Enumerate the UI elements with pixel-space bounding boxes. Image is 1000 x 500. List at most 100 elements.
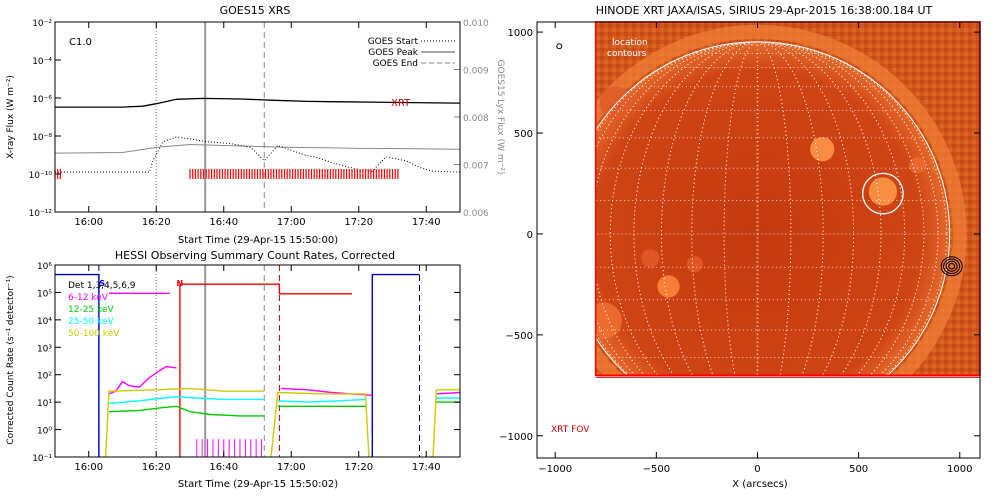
legend-50-100-kev: 50-100 keV (68, 329, 120, 339)
goes-x-tick-label: 16:40 (209, 217, 238, 228)
xrt-x-tick-label: −500 (643, 464, 670, 475)
goes-y2-tick-label: 0.010 (463, 19, 489, 29)
goes-y-tick-label: 10⁻¹² (29, 209, 53, 219)
hessi-y-tick-label: 10² (37, 372, 52, 382)
hessi-series-line (270, 391, 370, 458)
goes-panel: GOES15 XRS 16:00 16:20 16:40 17:00 17:20 17:4… (6, 4, 505, 246)
xrt-contour (943, 258, 961, 274)
hessi-plot-area: S N 16:00 16:20 16:40 17:00 17:20 17:40 10⁻¹ 10⁰ 1… (32, 262, 461, 473)
hessi-y-axis-label: Corrected Count Rate (s⁻¹ detector⁻¹) (6, 275, 16, 444)
goes-x-tick-label: 16:00 (74, 217, 103, 228)
xrt-image (595, 22, 980, 376)
hessi-x-axis-label: Start Time (29-Apr-15 15:50:02) (178, 479, 338, 490)
xrt-bright-region (868, 177, 898, 206)
xrt-bright-region (599, 86, 633, 119)
xrt-fov-label: XRT FOV (551, 425, 590, 435)
xrt-limb-glow (595, 24, 967, 376)
hessi-series-line (432, 389, 460, 458)
xrt-bright-region (657, 275, 680, 298)
hessi-series-line (179, 283, 352, 457)
xrt-x-axis-label: X (arcsecs) (732, 479, 788, 490)
xrt-y-tick-label: 1000 (508, 28, 533, 39)
xrt-x-tick-label: 0 (754, 464, 760, 475)
goes-y-tick-label: 10⁻⁸ (32, 133, 52, 143)
xrt-y-tick-label: −1000 (499, 432, 533, 443)
goes-y-tick-label: 10⁻² (32, 19, 52, 29)
xrt-x-tick-label: 500 (849, 464, 868, 475)
hessi-x-tick-label: 17:40 (412, 462, 441, 473)
goes-y-tick-label: 10⁻⁶ (32, 95, 52, 105)
xrt-contours-label: contours (607, 49, 647, 59)
goes-x-tick-label: 17:40 (412, 217, 441, 228)
goes-series-line (55, 97, 461, 108)
goes-x-axis-label: Start Time (29-Apr-15 15:50:00) (178, 235, 338, 246)
xrt-y-tick-label: −500 (506, 331, 533, 342)
xrt-contour (945, 260, 958, 272)
xrt-bright-region (909, 157, 926, 174)
hessi-y-tick-label: 10¹ (37, 399, 52, 409)
hessi-x-tick-label: 17:00 (277, 462, 306, 473)
xrt-bright-region (810, 137, 835, 162)
hessi-series-line (277, 398, 366, 403)
hessi-x-tick-label: 16:20 (142, 462, 171, 473)
hessi-series-line (436, 391, 461, 395)
hessi-legend: 6-12 keV 12-25 keV 25-50 keV 50-100 keV (68, 293, 120, 339)
xrt-y-tick-label: 0 (527, 230, 533, 241)
xrt-image-area: −1000 −500 0 500 1000 −1000 −500 0 500 1000 (499, 21, 981, 475)
xrt-title: HINODE XRT JAXA/ISAS, SIRIUS 29-Apr-2015… (596, 4, 933, 17)
hessi-x-tick-label: 16:00 (74, 462, 103, 473)
hessi-y-tick-label: 10⁰ (37, 427, 52, 437)
goes-frame (54, 21, 461, 213)
legend-25-50-kev: 25-50 keV (68, 317, 114, 327)
xrt-panel: HINODE XRT JAXA/ISAS, SIRIUS 29-Apr-2015… (499, 4, 981, 490)
xrt-frame (536, 21, 981, 459)
legend-goes-start: GOES Start (368, 37, 419, 47)
goes-y2-tick-label: 0.008 (463, 114, 489, 124)
hessi-detectors: Det 1,3,4,5,6,9 (68, 281, 136, 291)
hessi-y-tick-label: 10⁵ (37, 289, 52, 299)
goes-x-tick-label: 17:20 (344, 217, 373, 228)
xrt-contour (948, 263, 956, 270)
xrt-x-tick-label: 1000 (947, 464, 972, 475)
hessi-flag-label: N (177, 279, 184, 288)
xrt-bright-region (686, 256, 703, 273)
hessi-flag-label: S (99, 279, 105, 288)
goes-title: GOES15 XRS (220, 4, 291, 17)
xrt-location-label: location (612, 38, 648, 48)
hessi-series-line (55, 273, 100, 457)
legend-6-12-kev: 6-12 keV (68, 293, 109, 303)
xrt-heliographic-grid (595, 41, 950, 376)
goes-y2-tick-label: 0.006 (463, 209, 489, 219)
hessi-y-tick-label: 10⁻¹ (32, 454, 52, 464)
goes-y-tick-label: 10⁻⁴ (32, 57, 52, 67)
hessi-y-tick-label: 10³ (37, 344, 52, 354)
legend-goes-peak: GOES Peak (368, 48, 418, 58)
hessi-series-line (108, 405, 265, 417)
goes-y-tick-label: 10⁻¹⁰ (29, 171, 53, 181)
xrt-bright-region (641, 249, 660, 268)
hessi-panel: HESSI Observing Summary Count Rates, Cor… (6, 249, 461, 490)
xrt-location-circle (862, 172, 904, 215)
xrt-longitude-line (756, 41, 759, 376)
xrt-x-tick-label: −1000 (538, 464, 572, 475)
goes-y-axis-label: X-ray Flux (W m⁻²) (6, 75, 16, 159)
hessi-title: HESSI Observing Summary Count Rates, Cor… (115, 249, 395, 262)
hessi-y-tick-label: 10⁶ (37, 262, 52, 272)
legend-goes-end: GOES End (373, 59, 418, 69)
goes-xrt-annotation: XRT (391, 98, 411, 109)
hessi-x-tick-label: 17:20 (344, 462, 373, 473)
xrt-contour (940, 256, 963, 277)
goes-series-line (55, 136, 461, 173)
hessi-y-tick-label: 10⁴ (37, 317, 52, 327)
hessi-series-line (371, 273, 420, 457)
goes-plot-area: 16:00 16:20 16:40 17:00 17:20 17:40 10⁻¹² 10⁻¹⁰… (29, 19, 489, 228)
xrt-limb-circle (595, 41, 951, 376)
xrt-origin-marker (556, 43, 563, 50)
hessi-frame (54, 264, 461, 458)
goes-y2-tick-label: 0.009 (463, 67, 489, 77)
hessi-series-line (108, 365, 177, 395)
hessi-series-line (108, 395, 265, 405)
goes-y2-tick-label: 0.007 (463, 162, 489, 172)
goes-legend: GOES Start GOES Peak GOES End (368, 37, 455, 69)
